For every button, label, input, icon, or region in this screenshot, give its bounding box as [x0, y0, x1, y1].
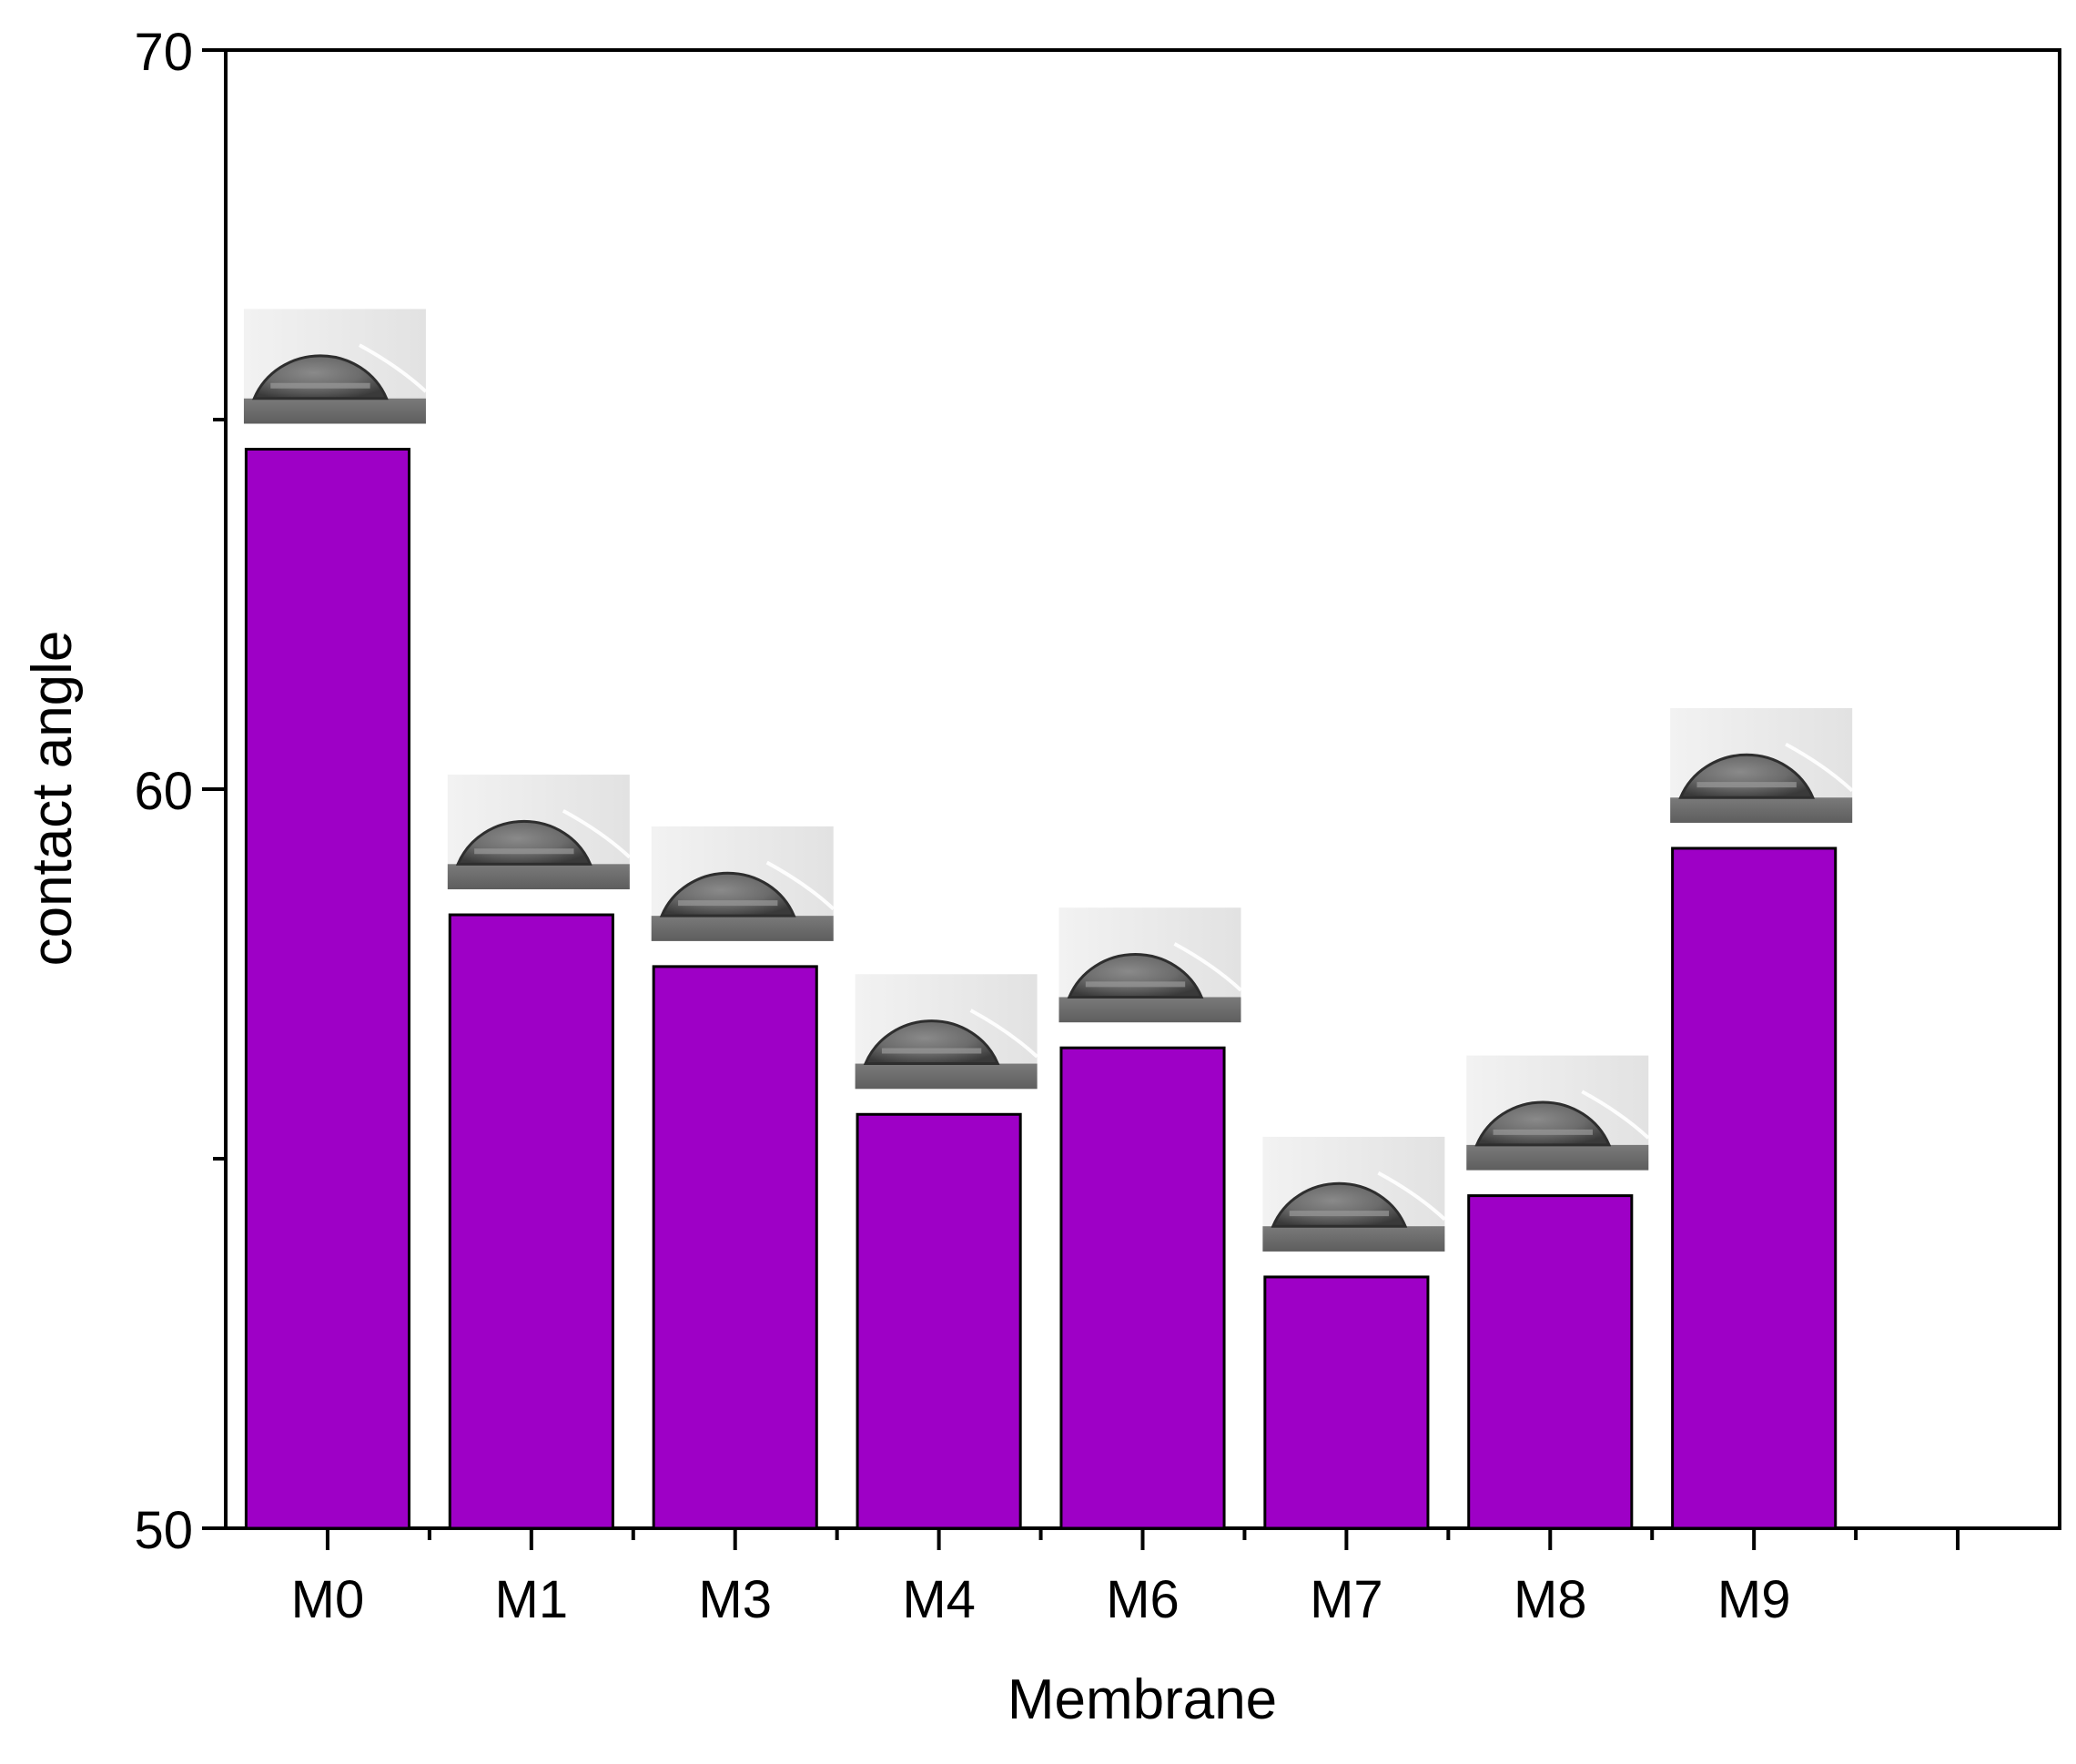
x-axis-ticks: M0 M1 M3 M4 M6 M7 M8 M9: [291, 1528, 1960, 1629]
droplet-highlight: [1785, 742, 1854, 793]
droplet-image-m8: [1466, 1055, 1650, 1171]
bar-m8: [1467, 1194, 1634, 1530]
bar-m4: [856, 1112, 1022, 1530]
droplet-substrate: [1466, 1144, 1649, 1171]
bar-m6: [1059, 1046, 1226, 1530]
droplet-image-m0: [243, 309, 428, 424]
x-tick-label: M9: [1717, 1570, 1791, 1629]
droplet-substrate: [1058, 997, 1241, 1023]
droplet-image-m9: [1670, 707, 1854, 823]
droplet-image-m7: [1262, 1136, 1446, 1252]
x-axis-label: Membrane: [1008, 1668, 1277, 1731]
x-tick-label: M4: [902, 1570, 976, 1629]
droplet-image-m4: [855, 974, 1038, 1090]
droplet-highlight: [1173, 942, 1242, 992]
droplet-highlight: [562, 808, 632, 859]
y-axis-ticks: 50 60 70: [134, 23, 226, 1560]
bar-m1: [448, 913, 614, 1530]
x-tick-label: M6: [1106, 1570, 1180, 1629]
bar-m9: [1671, 847, 1838, 1530]
droplet-highlight: [765, 860, 835, 911]
droplet-substrate: [855, 1063, 1038, 1090]
droplet-image-m1: [447, 775, 632, 890]
droplet-highlight: [969, 1009, 1038, 1059]
bar-m0: [244, 447, 410, 1530]
droplet-images: [243, 309, 1854, 1252]
x-tick-label: M8: [1514, 1570, 1587, 1629]
bars-group: [244, 447, 1838, 1530]
x-tick-label: M1: [495, 1570, 569, 1629]
droplet-substrate: [651, 916, 834, 941]
y-axis-label: contact angle: [21, 631, 84, 967]
y-tick-label: 60: [134, 762, 193, 821]
droplet-image-m6: [1058, 907, 1242, 1023]
droplet-highlight: [1581, 1090, 1650, 1140]
x-tick-label: M7: [1310, 1570, 1383, 1629]
x-tick-label: M3: [698, 1570, 772, 1629]
bar-m7: [1263, 1275, 1430, 1530]
droplet-image-m3: [651, 826, 835, 941]
droplet-substrate: [243, 398, 426, 424]
droplet-substrate: [1262, 1226, 1445, 1252]
bar-m3: [652, 965, 818, 1530]
y-tick-label: 50: [134, 1501, 193, 1560]
droplet-substrate: [447, 864, 630, 890]
x-tick-label: M0: [291, 1570, 365, 1629]
droplet-highlight: [1377, 1171, 1446, 1222]
droplet-highlight: [358, 343, 428, 393]
droplet-substrate: [1670, 797, 1853, 823]
y-tick-label: 70: [134, 23, 193, 82]
